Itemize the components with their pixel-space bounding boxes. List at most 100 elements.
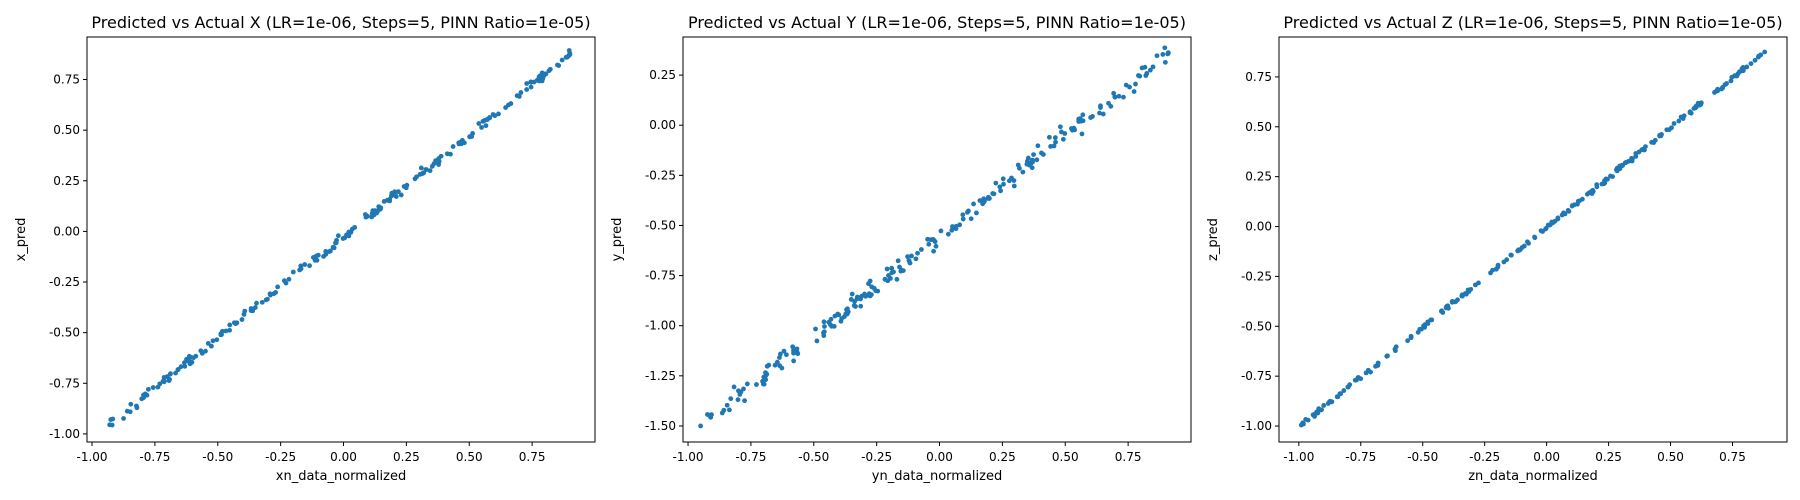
data-point: [518, 90, 524, 95]
data-point: [157, 381, 163, 387]
data-point: [398, 192, 404, 198]
data-point: [1501, 259, 1507, 265]
data-point: [1740, 65, 1746, 70]
data-point: [326, 249, 332, 254]
y-tick-label: 0.00: [1245, 220, 1272, 234]
data-point: [1472, 282, 1478, 288]
data-point: [913, 256, 919, 262]
data-point: [1733, 73, 1739, 79]
data-point: [1762, 49, 1768, 55]
data-point: [242, 308, 248, 314]
data-point: [791, 358, 797, 364]
data-point: [1545, 222, 1551, 228]
data-point: [1698, 100, 1704, 106]
data-point: [845, 306, 850, 312]
data-point: [1657, 133, 1663, 139]
data-point: [968, 216, 974, 222]
x-tick-label: -1.00: [1283, 450, 1314, 464]
x-tick-label: -0.75: [1345, 450, 1376, 464]
data-point: [1006, 178, 1012, 184]
data-point: [1588, 189, 1594, 195]
data-point: [323, 248, 329, 254]
data-point: [314, 257, 320, 263]
data-point: [884, 266, 890, 272]
data-point: [536, 74, 542, 80]
data-point: [1549, 219, 1555, 225]
data-point: [161, 375, 167, 380]
data-point: [127, 409, 133, 415]
y-tick-label: -1.25: [645, 369, 676, 383]
data-point: [188, 354, 194, 360]
data-point: [458, 139, 464, 145]
data-point: [392, 192, 398, 198]
x-tick-label: -1.00: [76, 450, 107, 464]
data-point: [448, 151, 453, 157]
data-point: [854, 294, 860, 300]
data-point: [1100, 111, 1106, 117]
x-axis-label: yn_data_normalized: [872, 469, 1002, 484]
data-point: [273, 290, 279, 295]
data-point: [1076, 119, 1082, 124]
data-point: [181, 360, 187, 366]
data-point: [333, 240, 338, 246]
data-point: [1030, 159, 1035, 165]
data-point: [1162, 59, 1168, 65]
data-point: [362, 212, 368, 217]
data-point: [1079, 131, 1085, 137]
data-point: [1131, 89, 1137, 94]
data-point: [795, 351, 801, 357]
x-tick-label: 0.75: [1115, 450, 1142, 464]
chart-title: Predicted vs Actual X (LR=1e-06, Steps=5…: [91, 13, 590, 32]
data-point: [1728, 78, 1734, 84]
data-point: [932, 239, 938, 245]
data-point: [1057, 124, 1063, 130]
data-point: [1449, 299, 1455, 305]
data-point: [1373, 363, 1378, 369]
data-point: [1001, 181, 1006, 187]
data-point: [821, 319, 827, 325]
chart-title: Predicted vs Actual Y (LR=1e-06, Steps=5…: [688, 13, 1186, 32]
data-point: [1312, 414, 1317, 419]
data-point: [849, 291, 855, 297]
data-point: [1303, 417, 1309, 422]
y-tick-label: -0.50: [645, 218, 676, 232]
y-tick-label: 0.00: [649, 118, 676, 132]
data-point: [372, 208, 378, 214]
x-tick-label: -0.25: [861, 450, 892, 464]
data-point: [1341, 388, 1347, 393]
data-point: [985, 194, 991, 200]
data-point: [1116, 93, 1122, 99]
data-point: [1059, 129, 1064, 135]
data-point: [418, 165, 424, 171]
data-point: [467, 134, 473, 140]
data-point: [1691, 105, 1697, 111]
data-point: [227, 327, 233, 333]
data-point: [485, 116, 490, 122]
data-point: [1031, 152, 1036, 158]
data-point: [836, 312, 842, 318]
data-point: [389, 190, 395, 196]
data-point: [828, 316, 834, 322]
data-point: [1135, 73, 1141, 78]
data-point: [851, 303, 857, 308]
data-point: [227, 322, 233, 328]
data-point: [290, 269, 296, 275]
data-point: [166, 378, 172, 383]
y-tick-label: 0.00: [53, 224, 80, 238]
plot-frame: [86, 36, 596, 443]
y-tick-label: 0.50: [1245, 120, 1272, 134]
data-point: [727, 407, 732, 413]
data-point: [1160, 52, 1166, 57]
x-axis-label: xn_data_normalized: [276, 469, 406, 484]
data-point: [371, 212, 377, 218]
data-point: [1053, 139, 1058, 145]
data-point: [144, 392, 150, 398]
data-point: [897, 264, 902, 270]
y-tick-label: 0.25: [1245, 170, 1272, 184]
data-point: [1069, 126, 1074, 131]
data-point: [719, 410, 725, 416]
data-point: [938, 228, 944, 234]
y-axis-label: x_pred: [14, 218, 29, 262]
y-tick-label: -0.50: [49, 326, 80, 340]
data-point: [1439, 308, 1445, 314]
